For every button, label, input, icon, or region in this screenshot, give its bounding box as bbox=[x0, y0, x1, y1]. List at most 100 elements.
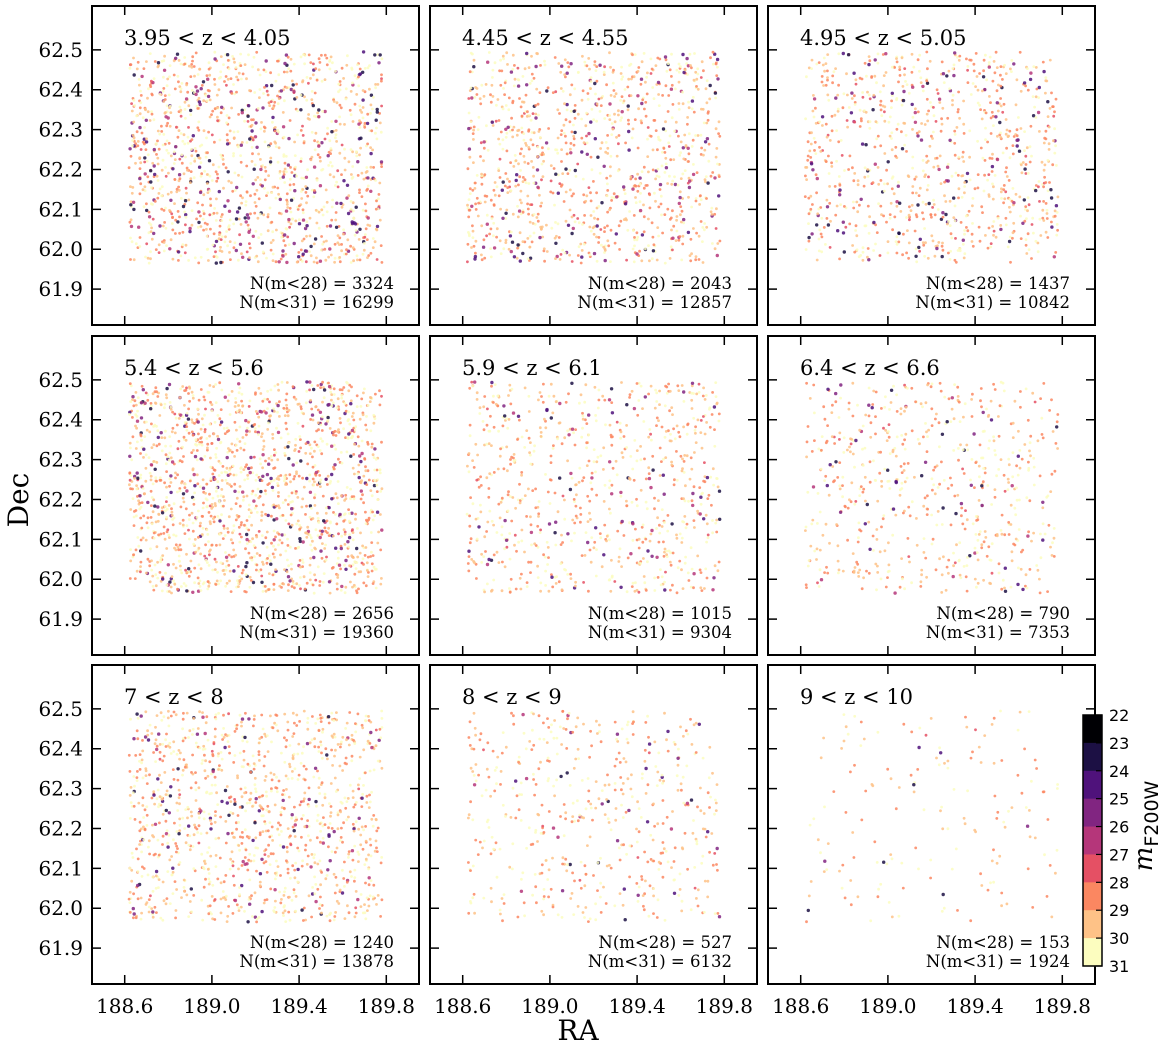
data-point bbox=[342, 427, 345, 431]
data-point bbox=[1011, 231, 1015, 235]
data-point bbox=[545, 89, 549, 93]
data-point bbox=[971, 204, 974, 208]
data-point bbox=[332, 175, 336, 179]
data-point bbox=[523, 178, 527, 182]
data-point bbox=[814, 106, 817, 110]
data-point bbox=[690, 107, 694, 111]
data-point bbox=[639, 119, 643, 123]
data-point bbox=[606, 146, 610, 150]
data-point bbox=[196, 407, 200, 411]
data-point bbox=[343, 156, 347, 160]
data-point bbox=[257, 415, 261, 419]
data-point bbox=[330, 205, 334, 209]
data-point bbox=[304, 442, 308, 445]
data-point bbox=[227, 227, 231, 231]
data-point bbox=[895, 204, 899, 208]
data-point bbox=[181, 492, 186, 496]
data-point bbox=[834, 96, 838, 100]
data-point bbox=[270, 541, 273, 545]
data-point bbox=[248, 137, 252, 141]
data-point bbox=[343, 530, 347, 534]
data-point bbox=[290, 507, 294, 511]
data-point bbox=[632, 214, 636, 217]
data-point bbox=[240, 141, 244, 144]
data-point bbox=[990, 110, 994, 114]
data-point bbox=[268, 160, 273, 164]
data-point bbox=[716, 65, 719, 69]
data-point bbox=[657, 175, 661, 179]
data-point bbox=[169, 481, 173, 484]
data-point bbox=[171, 426, 175, 430]
data-point bbox=[284, 519, 288, 522]
data-point bbox=[322, 388, 327, 392]
data-point bbox=[336, 550, 340, 554]
data-point bbox=[228, 413, 232, 416]
data-point bbox=[490, 83, 494, 87]
data-point bbox=[361, 557, 365, 561]
data-point bbox=[199, 457, 203, 461]
data-point bbox=[144, 148, 148, 152]
data-point bbox=[129, 474, 133, 477]
data-point bbox=[610, 196, 614, 199]
data-point bbox=[1053, 110, 1056, 114]
data-point bbox=[261, 590, 265, 593]
data-point bbox=[606, 134, 609, 137]
data-point bbox=[479, 155, 482, 158]
data-point bbox=[603, 258, 607, 263]
data-point bbox=[608, 102, 612, 106]
data-point bbox=[917, 245, 921, 250]
data-point bbox=[333, 256, 337, 260]
data-point bbox=[971, 197, 975, 200]
data-point bbox=[316, 408, 320, 412]
data-point bbox=[152, 498, 156, 502]
data-point bbox=[339, 588, 343, 592]
data-point bbox=[189, 108, 193, 113]
data-point bbox=[180, 82, 184, 85]
data-point bbox=[184, 215, 188, 219]
data-point bbox=[218, 533, 222, 536]
data-point bbox=[272, 529, 276, 533]
data-point bbox=[330, 497, 334, 501]
data-point bbox=[266, 397, 269, 401]
data-point bbox=[1019, 127, 1023, 130]
data-point bbox=[957, 58, 961, 62]
data-point bbox=[359, 531, 362, 535]
data-point bbox=[244, 220, 248, 224]
data-point bbox=[528, 245, 532, 249]
data-point bbox=[569, 109, 573, 113]
data-point bbox=[328, 224, 333, 228]
data-point bbox=[247, 503, 251, 507]
data-point bbox=[359, 459, 363, 464]
data-point bbox=[617, 113, 620, 117]
data-point bbox=[220, 388, 224, 392]
data-point bbox=[921, 84, 925, 89]
data-point bbox=[301, 218, 306, 222]
data-point bbox=[1004, 223, 1008, 227]
data-point bbox=[329, 152, 332, 156]
data-point bbox=[651, 235, 655, 239]
data-point bbox=[531, 143, 535, 147]
data-point bbox=[199, 427, 203, 431]
data-point bbox=[210, 113, 213, 116]
data-point bbox=[274, 504, 278, 508]
data-point bbox=[689, 64, 692, 67]
data-point bbox=[318, 61, 322, 64]
data-point bbox=[259, 167, 263, 172]
data-point bbox=[285, 260, 289, 265]
data-point bbox=[200, 417, 204, 421]
data-point bbox=[852, 206, 856, 210]
data-point bbox=[524, 141, 527, 145]
data-point bbox=[501, 138, 505, 142]
data-point bbox=[187, 126, 190, 129]
data-point bbox=[984, 234, 987, 237]
data-point bbox=[224, 478, 228, 482]
data-point bbox=[176, 74, 180, 78]
data-point bbox=[815, 191, 818, 195]
data-point bbox=[299, 157, 303, 161]
data-point bbox=[301, 497, 305, 501]
data-point bbox=[238, 504, 242, 508]
data-point bbox=[235, 496, 239, 500]
data-point bbox=[468, 187, 472, 191]
data-point bbox=[466, 167, 470, 171]
data-point bbox=[233, 405, 237, 408]
